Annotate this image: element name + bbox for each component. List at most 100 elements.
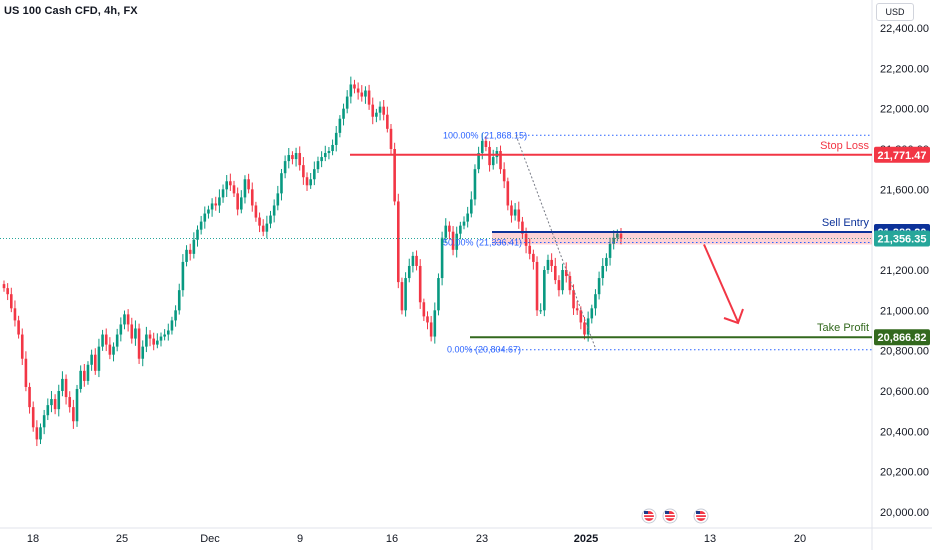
x-tick-label: 2025 (574, 533, 598, 545)
candle-body (605, 257, 608, 266)
candle-body (152, 338, 155, 345)
candle-body (68, 397, 72, 408)
candle-body (415, 255, 418, 266)
candle-body (404, 278, 407, 311)
candle-body (280, 173, 283, 194)
candle-body (291, 155, 294, 160)
candle-body (338, 118, 342, 133)
candle-body (543, 270, 546, 311)
candle-body (488, 146, 491, 166)
candle-body (455, 233, 459, 250)
candle-body (480, 140, 484, 154)
fib-level-label: 0.00% (20,804.67) (447, 345, 521, 355)
candle-body (535, 261, 539, 311)
candle-body (528, 245, 532, 254)
candle-body (334, 132, 338, 145)
candle-body (459, 225, 462, 234)
candle-body (261, 225, 265, 232)
candle-body (225, 181, 229, 190)
candle-body (367, 90, 371, 105)
candle-body (342, 108, 345, 119)
currency-button[interactable]: USD (876, 3, 914, 21)
candle-body (10, 294, 13, 309)
candle-body (539, 310, 542, 312)
candle-body (31, 407, 35, 428)
candle-body (203, 213, 207, 222)
us-flag-icon[interactable] (662, 508, 678, 524)
projection-arrow (703, 244, 739, 323)
candle-body (484, 140, 488, 147)
x-tick-label: 16 (386, 533, 398, 545)
stop-loss-price-tag-text: 21,771.47 (878, 150, 927, 162)
candle-body (608, 243, 612, 258)
candle-body (448, 225, 451, 232)
candle-body (557, 280, 561, 291)
candle-body (126, 314, 130, 325)
candle-body (407, 265, 411, 279)
sell-zone (492, 232, 872, 245)
sell-entry-label: Sell Entry (822, 217, 870, 229)
fib-level-label: 100.00% (21,868.15) (443, 130, 527, 140)
candle-body (61, 378, 64, 391)
candle-body (426, 316, 429, 323)
candle-body (597, 278, 601, 295)
candle-body (181, 261, 185, 291)
candle-body (156, 340, 159, 345)
candle-body (20, 334, 24, 359)
candle-body (130, 324, 134, 339)
candle-body (53, 399, 57, 410)
last-price-tag (874, 230, 930, 247)
candle-body (393, 149, 396, 202)
candle-body (115, 334, 119, 347)
candle-body (546, 259, 550, 270)
us-flag-icon[interactable] (641, 508, 657, 524)
candle-body (218, 197, 221, 206)
y-tick-label: 22,400.00 (880, 23, 929, 35)
candle-body (134, 328, 137, 339)
candle-body (185, 249, 188, 262)
candle-body (616, 233, 619, 238)
candle-body (170, 320, 174, 331)
candle-body (276, 193, 280, 206)
candle-body (579, 310, 583, 323)
candle-body (477, 153, 480, 170)
candle-body (123, 314, 126, 325)
stop-loss-price-tag (874, 146, 930, 163)
candle-body (521, 221, 524, 234)
candle-body (561, 270, 564, 291)
candle-body (250, 189, 254, 206)
candle-body (137, 328, 141, 359)
us-flag-icon[interactable] (693, 508, 709, 524)
candle-body (214, 203, 218, 206)
candle-body (506, 181, 510, 206)
candle-body (269, 215, 272, 224)
candle-body (418, 265, 422, 303)
candle-body (196, 229, 199, 240)
candle-body (287, 155, 291, 162)
y-tick-label: 21,000.00 (880, 305, 929, 317)
candle-body (13, 308, 17, 321)
y-tick-label: 20,000.00 (880, 507, 929, 519)
candle-body (437, 278, 440, 311)
candle-body (141, 346, 145, 359)
candle-body (356, 88, 360, 93)
candle-body (444, 225, 448, 238)
candle-body (327, 151, 331, 154)
candle-body (564, 270, 568, 277)
candle-body (462, 221, 466, 226)
candle-body (240, 197, 243, 210)
x-tick-label: Dec (200, 533, 220, 545)
candle-body (83, 370, 86, 381)
candle-body (79, 370, 82, 389)
candle-body (440, 237, 444, 279)
candle-body (86, 364, 90, 381)
candle-body (572, 290, 575, 309)
candle-body (400, 282, 404, 311)
candle-body (28, 386, 31, 408)
candle-body (177, 290, 181, 311)
candle-body (101, 334, 104, 347)
candle-body (221, 189, 225, 198)
candle-body (93, 354, 97, 371)
y-tick-label: 20,600.00 (880, 386, 929, 398)
